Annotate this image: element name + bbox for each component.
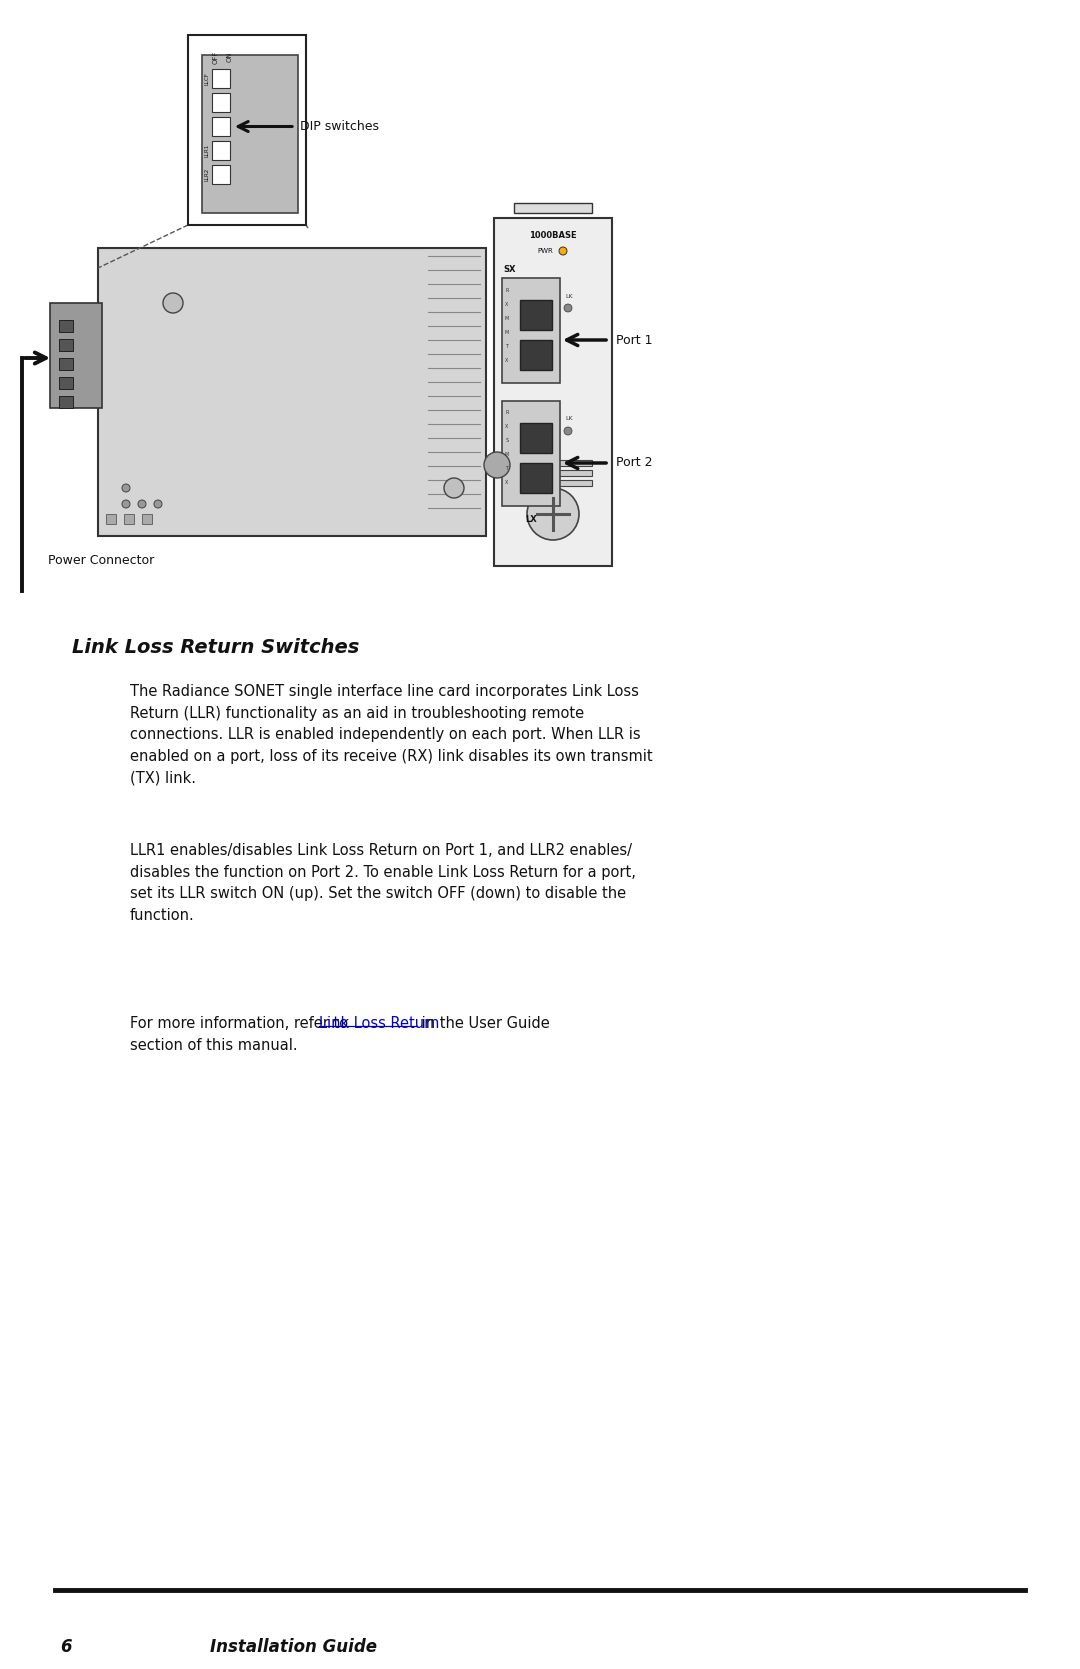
Bar: [98, 249, 486, 536]
Bar: [59, 339, 73, 350]
Circle shape: [163, 294, 183, 314]
Text: R: R: [505, 411, 509, 416]
Bar: [514, 461, 592, 466]
Bar: [519, 340, 552, 371]
Text: T: T: [505, 467, 509, 472]
Circle shape: [484, 452, 510, 477]
Bar: [188, 35, 306, 225]
Text: LLR2: LLR2: [204, 169, 210, 182]
Text: The Radiance SONET single interface line card incorporates Link Loss
Return (LLR: The Radiance SONET single interface line…: [130, 684, 652, 786]
Text: DIP switches: DIP switches: [300, 120, 379, 134]
Text: For more information, refer to: For more information, refer to: [130, 1016, 353, 1031]
Bar: [59, 320, 73, 332]
Circle shape: [444, 477, 464, 497]
Bar: [519, 422, 552, 452]
Text: Installation Guide: Installation Guide: [210, 1637, 377, 1656]
Text: PWR: PWR: [537, 249, 553, 254]
Circle shape: [154, 501, 162, 507]
Text: X: X: [505, 302, 509, 307]
Text: Link Loss Return Switches: Link Loss Return Switches: [72, 638, 360, 658]
Text: Port 2: Port 2: [616, 457, 652, 469]
Bar: [202, 55, 298, 214]
Text: R: R: [505, 287, 509, 292]
Bar: [519, 300, 552, 330]
Text: T: T: [505, 344, 509, 349]
Text: X: X: [505, 424, 509, 429]
Text: Link Loss Return: Link Loss Return: [319, 1016, 440, 1031]
Bar: [514, 204, 592, 214]
Bar: [212, 165, 230, 184]
Text: ON: ON: [227, 52, 233, 62]
Circle shape: [564, 304, 572, 312]
Bar: [106, 514, 116, 524]
Circle shape: [138, 501, 146, 507]
Text: section of this manual.: section of this manual.: [130, 1038, 298, 1053]
Text: M: M: [504, 329, 509, 334]
Text: LX: LX: [525, 514, 537, 524]
Text: X: X: [505, 357, 509, 362]
Text: LLCF: LLCF: [204, 72, 210, 85]
Circle shape: [564, 427, 572, 436]
Bar: [514, 481, 592, 486]
Text: 6: 6: [60, 1637, 71, 1656]
Text: SX: SX: [503, 265, 516, 274]
Bar: [502, 401, 561, 506]
Text: M: M: [504, 452, 509, 457]
Bar: [494, 219, 612, 566]
Text: S: S: [505, 439, 509, 444]
Text: in the User Guide: in the User Guide: [417, 1016, 550, 1031]
Circle shape: [122, 501, 130, 507]
Bar: [519, 462, 552, 492]
Circle shape: [559, 247, 567, 255]
Text: X: X: [505, 481, 509, 486]
Text: 1000BASE: 1000BASE: [529, 232, 577, 240]
Bar: [212, 140, 230, 160]
Circle shape: [122, 484, 130, 492]
Text: LLR1 enables/disables Link Loss Return on Port 1, and LLR2 enables/
disables the: LLR1 enables/disables Link Loss Return o…: [130, 843, 636, 923]
Bar: [514, 471, 592, 476]
Circle shape: [527, 487, 579, 541]
Text: LK: LK: [565, 294, 572, 299]
Text: Power Connector: Power Connector: [48, 554, 154, 567]
Text: OFF: OFF: [213, 52, 219, 65]
Bar: [502, 279, 561, 382]
Bar: [59, 357, 73, 371]
Text: M: M: [504, 315, 509, 320]
Bar: [50, 304, 102, 407]
Bar: [141, 514, 152, 524]
Bar: [124, 514, 134, 524]
Bar: [59, 377, 73, 389]
Bar: [212, 93, 230, 112]
Bar: [212, 68, 230, 88]
Text: LK: LK: [565, 417, 572, 422]
Bar: [59, 396, 73, 407]
Bar: [212, 117, 230, 135]
Text: LLR1: LLR1: [204, 144, 210, 157]
Text: Port 1: Port 1: [616, 334, 652, 347]
